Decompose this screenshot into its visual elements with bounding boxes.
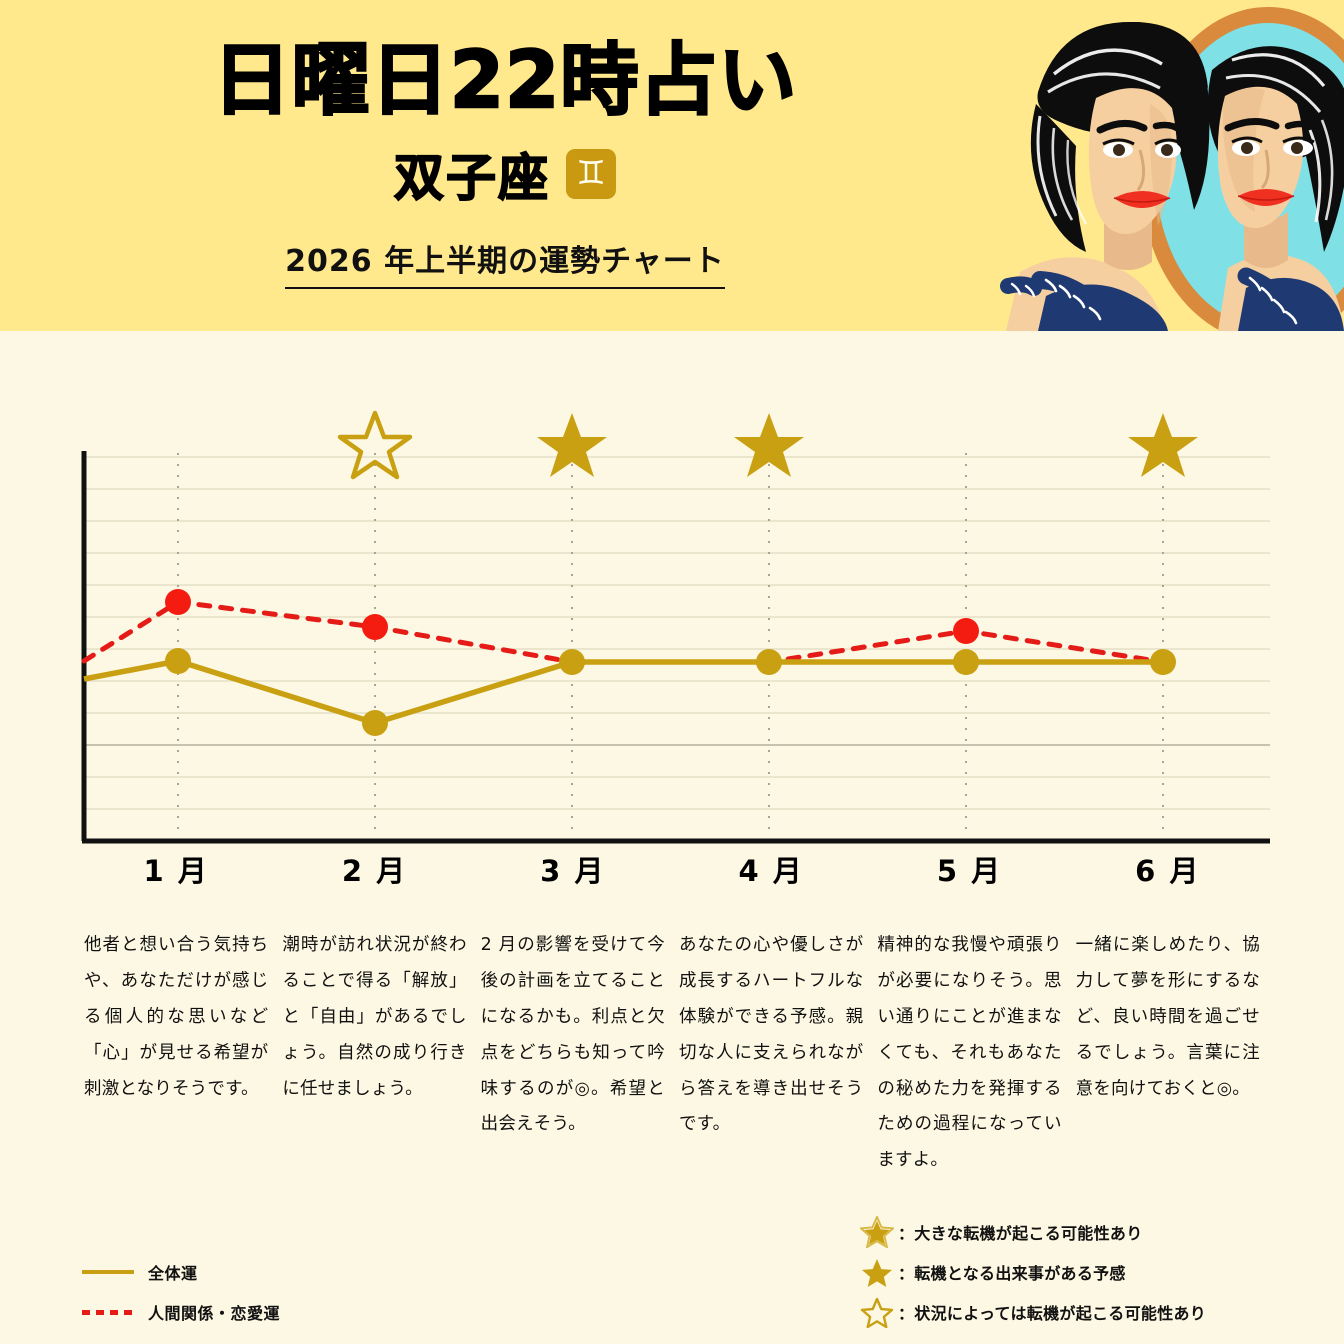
month-label-6: 6 月 [1135, 854, 1201, 888]
month-label-1: 1 月 [143, 854, 209, 888]
legend-item-love: 人間関係・恋愛運 [82, 1292, 462, 1332]
chart-star-markers [337, 410, 1198, 480]
month-column-4: 4 月 あなたの心や優しさが成長するハートフルな体験ができる予感。親切な人に支え… [679, 848, 877, 1179]
legend-item-turning-point: ：転機となる出来事がある予感 [856, 1252, 1286, 1292]
page-header: 日曜日22時占い 双子座 ♊ 2026 年上半期の運勢チャート [0, 0, 1344, 331]
month-label-5: 5 月 [936, 854, 1003, 888]
legend-text-turning-point: ：転機となる出来事がある予感 [898, 1264, 1126, 1283]
month-text-4: あなたの心や優しさが成長するハートフルな体験ができる予感。親切な人に支えられなが… [678, 935, 864, 1135]
month-label-4: 4 月 [738, 854, 804, 888]
filled-star-icon-mar [537, 413, 607, 477]
zodiac-sign-row: 双子座 ♊ [393, 138, 616, 210]
double-star-icon [856, 1216, 898, 1248]
page-subtitle: 2026 年上半期の運勢チャート [285, 236, 725, 289]
legend-item-overall: 全体運 [82, 1252, 462, 1292]
month-column-5: 5 月 精神的な我慢や頑張りが必要になりそう。思い通りにことが進まなくても、それ… [877, 848, 1075, 1179]
gemini-symbol-icon: ♊ [566, 149, 616, 199]
month-text-2: 潮時が訪れ状況が終わることで得る「解放」と「自由」があるでしょう。自然の成り行き… [282, 935, 467, 1099]
month-column-3: 3 月 2 月の影響を受けて今後の計画を立てることになるかも。利点と欠点をどちら… [481, 848, 679, 1179]
chart-legend-stars: ：大きな転機が起こる可能性あり ：転機となる出来事がある予感 ：状況によっては転… [856, 1212, 1286, 1332]
series-overall-markers [165, 648, 1176, 736]
filled-star-icon-apr [734, 413, 804, 477]
month-column-6: 6 月 一緒に楽しめたり、協力して夢を形にするなど、良い時間を過ごせるでしょう。… [1076, 848, 1274, 1179]
month-text-6: 一緒に楽しめたり、協力して夢を形にするなど、良い時間を過ごせるでしょう。言葉に注… [1075, 935, 1260, 1099]
legend-text-possible-turning-point: ：状況によっては転機が起こる可能性あり [898, 1304, 1207, 1323]
filled-star-icon-jun [1128, 413, 1198, 477]
month-label-3: 3 月 [540, 854, 606, 888]
gemini-mirror-illustration [1000, 0, 1344, 331]
page-title: 日曜日22時占い [211, 36, 798, 126]
legend-label-love: 人間関係・恋愛運 [148, 1304, 281, 1323]
series-love-markers [165, 589, 979, 644]
month-label-2: 2 月 [341, 854, 408, 888]
chart-month-guides [177, 453, 1164, 837]
month-text-1: 他者と想い合う気持ちや、あなただけが感じる個人的な思いなど「心」が見せる希望が刺… [84, 935, 269, 1099]
chart-gridlines [84, 456, 1270, 810]
title-block: 日曜日22時占い 双子座 ♊ 2026 年上半期の運勢チャート [0, 0, 1010, 331]
zodiac-sign-name: 双子座 [393, 148, 550, 208]
chart-legend-series: 全体運 人間関係・恋愛運 [82, 1252, 462, 1332]
legend-label-overall: 全体運 [148, 1264, 198, 1283]
month-text-3: 2 月の影響を受けて今後の計画を立てることになるかも。利点と欠点をどちらも知って… [480, 935, 665, 1135]
fortune-chart [0, 331, 1344, 891]
month-text-5: 精神的な我慢や頑張りが必要になりそう。思い通りにことが進まなくても、それもあなた… [877, 935, 1062, 1171]
legend-item-possible-turning-point: ：状況によっては転機が起こる可能性あり [856, 1292, 1286, 1332]
month-column-1: 1 月 他者と想い合う気持ちや、あなただけが感じる個人的な思いなど「心」が見せる… [84, 848, 282, 1179]
filled-star-icon [856, 1256, 898, 1288]
dotted-line-swatch-icon [82, 1305, 134, 1319]
legend-text-big-turning-point: ：大きな転機が起こる可能性あり [898, 1224, 1143, 1243]
legend-item-big-turning-point: ：大きな転機が起こる可能性あり [856, 1212, 1286, 1252]
outline-star-icon-feb [337, 410, 413, 480]
outline-star-icon [856, 1296, 898, 1328]
month-column-2: 2 月 潮時が訪れ状況が終わることで得る「解放」と「自由」があるでしょう。自然の… [282, 848, 480, 1179]
solid-line-swatch-icon [82, 1265, 134, 1279]
month-forecast-grid: 1 月 他者と想い合う気持ちや、あなただけが感じる個人的な思いなど「心」が見せる… [84, 848, 1274, 1178]
